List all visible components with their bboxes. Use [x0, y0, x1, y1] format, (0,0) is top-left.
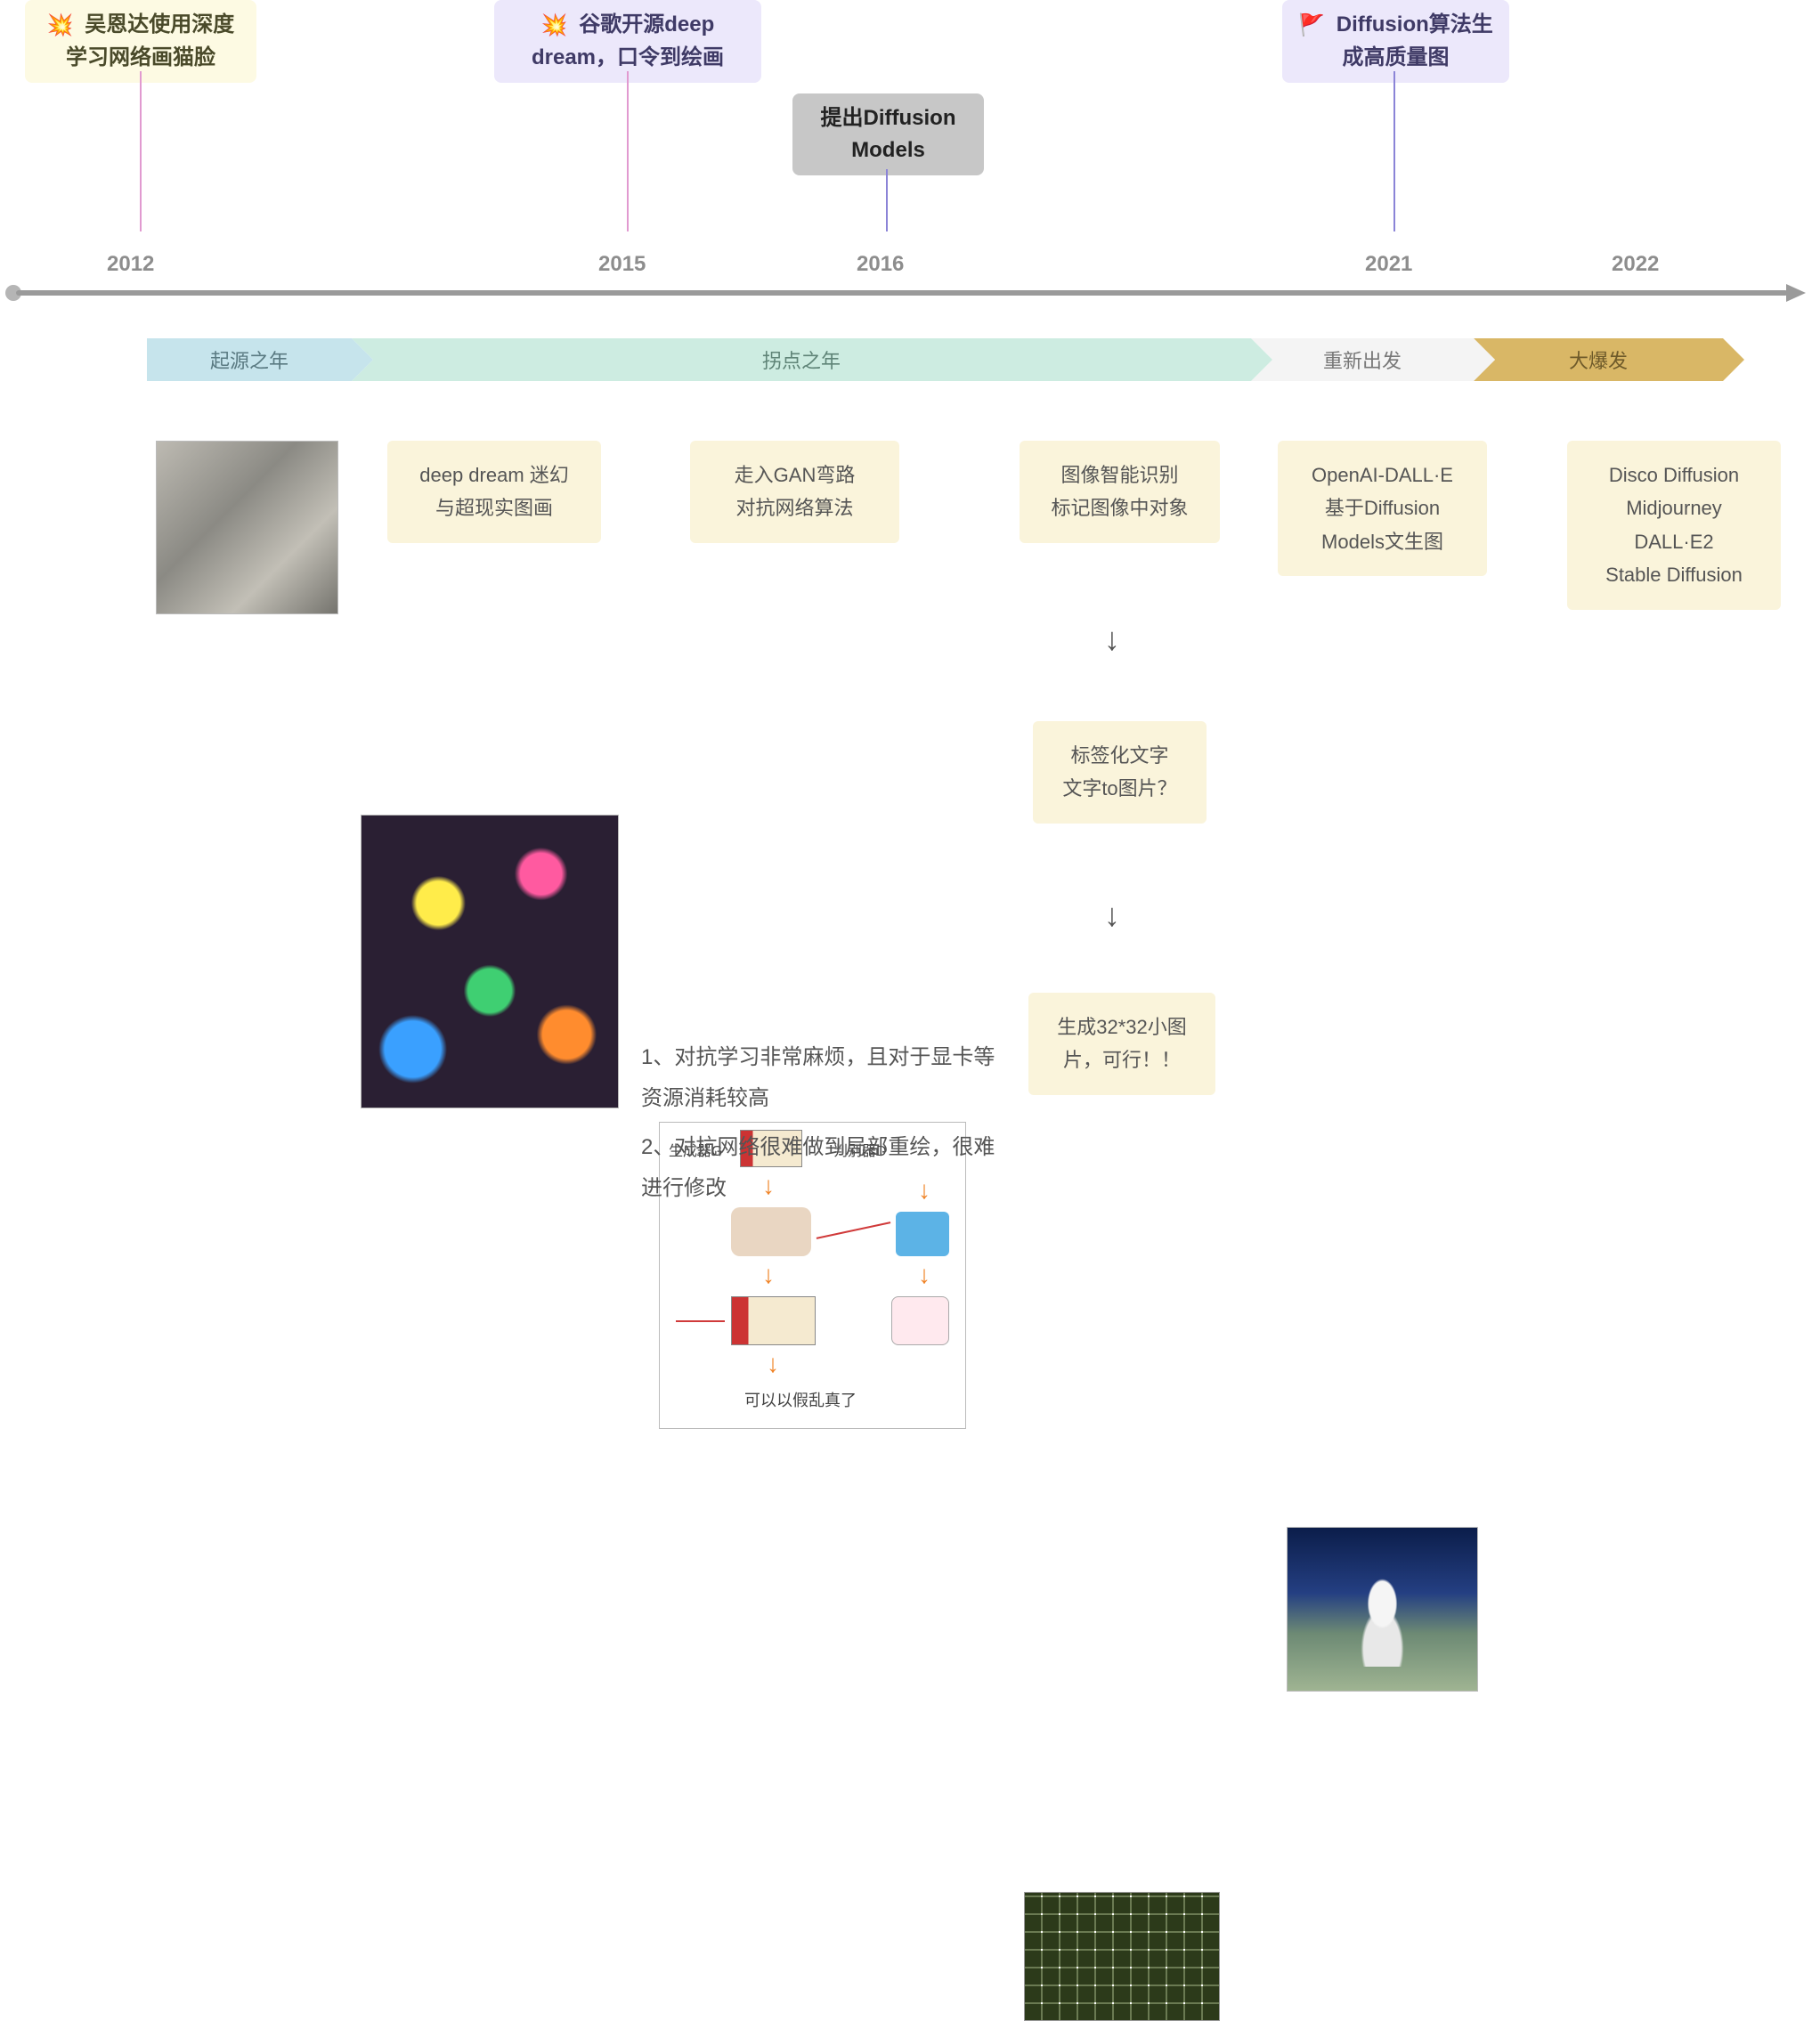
callout-2016-line1: 提出Diffusion	[821, 106, 956, 130]
spark-icon: 💥	[47, 10, 74, 42]
card-gan-l1: 走入GAN弯路	[735, 464, 856, 486]
phase-inflection: 拐点之年	[352, 338, 1251, 381]
callout-2021: 🚩 Diffusion算法生 成高质量图	[1282, 0, 1509, 83]
phase-origin-label: 起源之年	[210, 345, 288, 374]
card-deepdream-l2: 与超现实图画	[435, 497, 553, 519]
image-32x32-grid	[1024, 1892, 1220, 2021]
arrow-down-icon: ↓	[762, 1261, 775, 1289]
phase-explosion: 大爆发	[1474, 338, 1723, 381]
card-gan: 走入GAN弯路 对抗网络算法	[690, 441, 899, 543]
model-disco: Disco Diffusion	[1609, 464, 1739, 486]
arrow-down-icon: ↓	[1104, 899, 1120, 931]
callout-2012-line1: 吴恩达使用深度	[85, 12, 234, 37]
gan-note-2: 2、对抗网络很难做到局部重绘，很难进行修改	[641, 1127, 997, 1208]
callout-2021-line1: Diffusion算法生	[1337, 12, 1493, 37]
axis-arrowhead-icon	[1786, 284, 1806, 302]
card-dalle-l2: 基于Diffusion	[1325, 497, 1440, 519]
year-2012: 2012	[107, 252, 154, 277]
gan-caption: 可以以假乱真了	[744, 1388, 857, 1411]
year-2021: 2021	[1365, 252, 1412, 277]
gan-notes: 1、对抗学习非常麻烦，且对于显卡等资源消耗较高 2、对抗网络很难做到局部重绘，很…	[641, 1037, 997, 1208]
phase-inflection-label: 拐点之年	[762, 345, 841, 374]
model-midjourney: Midjourney	[1626, 497, 1722, 519]
card-deepdream: deep dream 迷幻 与超现实图画	[387, 441, 601, 543]
phase-row: 起源之年 拐点之年 重新出发 大爆发	[147, 338, 1723, 381]
image-deepdream	[361, 815, 619, 1108]
callout-2021-line2: 成高质量图	[1343, 45, 1450, 69]
gan-note-1: 1、对抗学习非常麻烦，且对于显卡等资源消耗较高	[641, 1037, 997, 1118]
card-dalle-l1: OpenAI-DALL·E	[1312, 464, 1453, 486]
image-astronaut-horse	[1287, 1527, 1478, 1692]
dropline-2015	[627, 71, 629, 231]
card-deepdream-l1: deep dream 迷幻	[419, 464, 569, 486]
gan-hand-icon	[731, 1207, 811, 1256]
arrow-down-icon: ↓	[918, 1261, 930, 1289]
arrow-down-icon: ↓	[767, 1350, 779, 1378]
dropline-2012	[140, 71, 142, 231]
callout-2015: 💥 谷歌开源deep dream，口令到绘画	[494, 0, 761, 83]
gan-red-arrow	[676, 1320, 725, 1322]
card-tagging-l2: 文字to图片？	[1062, 777, 1176, 799]
card-32x32-l1: 生成32*32小图	[1057, 1016, 1187, 1038]
card-recognition: 图像智能识别 标记图像中对象	[1020, 441, 1220, 543]
card-gan-l2: 对抗网络算法	[735, 497, 853, 519]
image-cat-face	[156, 441, 338, 614]
callout-2012-line2: 学习网络画猫脸	[66, 45, 215, 69]
card-tagging: 标签化文字 文字to图片？	[1033, 721, 1207, 824]
card-recognition-l2: 标记图像中对象	[1051, 497, 1188, 519]
model-sd: Stable Diffusion	[1605, 564, 1743, 586]
card-32x32: 生成32*32小图 片，可行！！	[1028, 993, 1215, 1095]
gan-result-icon	[891, 1296, 949, 1345]
gan-cash-icon	[731, 1296, 816, 1345]
card-32x32-l2: 片，可行！！	[1063, 1049, 1181, 1071]
card-2022-models: Disco Diffusion Midjourney DALL·E2 Stabl…	[1567, 441, 1781, 610]
phase-explosion-label: 大爆发	[1569, 345, 1628, 374]
spark-icon: 💥	[541, 10, 568, 42]
card-dalle: OpenAI-DALL·E 基于Diffusion Models文生图	[1278, 441, 1487, 576]
year-2015: 2015	[598, 252, 646, 277]
card-dalle-l3: Models文生图	[1321, 531, 1443, 553]
year-2022: 2022	[1612, 252, 1659, 277]
card-tagging-l1: 标签化文字	[1070, 744, 1168, 767]
callout-2015-line1: 谷歌开源deep	[579, 12, 714, 37]
dropline-2021	[1393, 71, 1395, 231]
dropline-2016	[886, 169, 888, 231]
gan-red-arrow	[817, 1222, 891, 1239]
callout-2016: 提出Diffusion Models	[792, 93, 984, 175]
phase-restart-label: 重新出发	[1323, 345, 1402, 374]
flag-icon: 🚩	[1298, 10, 1325, 42]
year-2016: 2016	[857, 252, 904, 277]
timeline-axis	[16, 290, 1788, 296]
callout-2016-line2: Models	[851, 138, 925, 162]
model-dalle2: DALL·E2	[1634, 531, 1713, 553]
phase-origin: 起源之年	[147, 338, 352, 381]
phase-restart: 重新出发	[1251, 338, 1474, 381]
callout-2012: 💥 吴恩达使用深度 学习网络画猫脸	[25, 0, 256, 83]
card-recognition-l1: 图像智能识别	[1060, 464, 1178, 486]
arrow-down-icon: ↓	[1104, 623, 1120, 655]
callout-2015-line2: dream，口令到绘画	[532, 45, 724, 69]
